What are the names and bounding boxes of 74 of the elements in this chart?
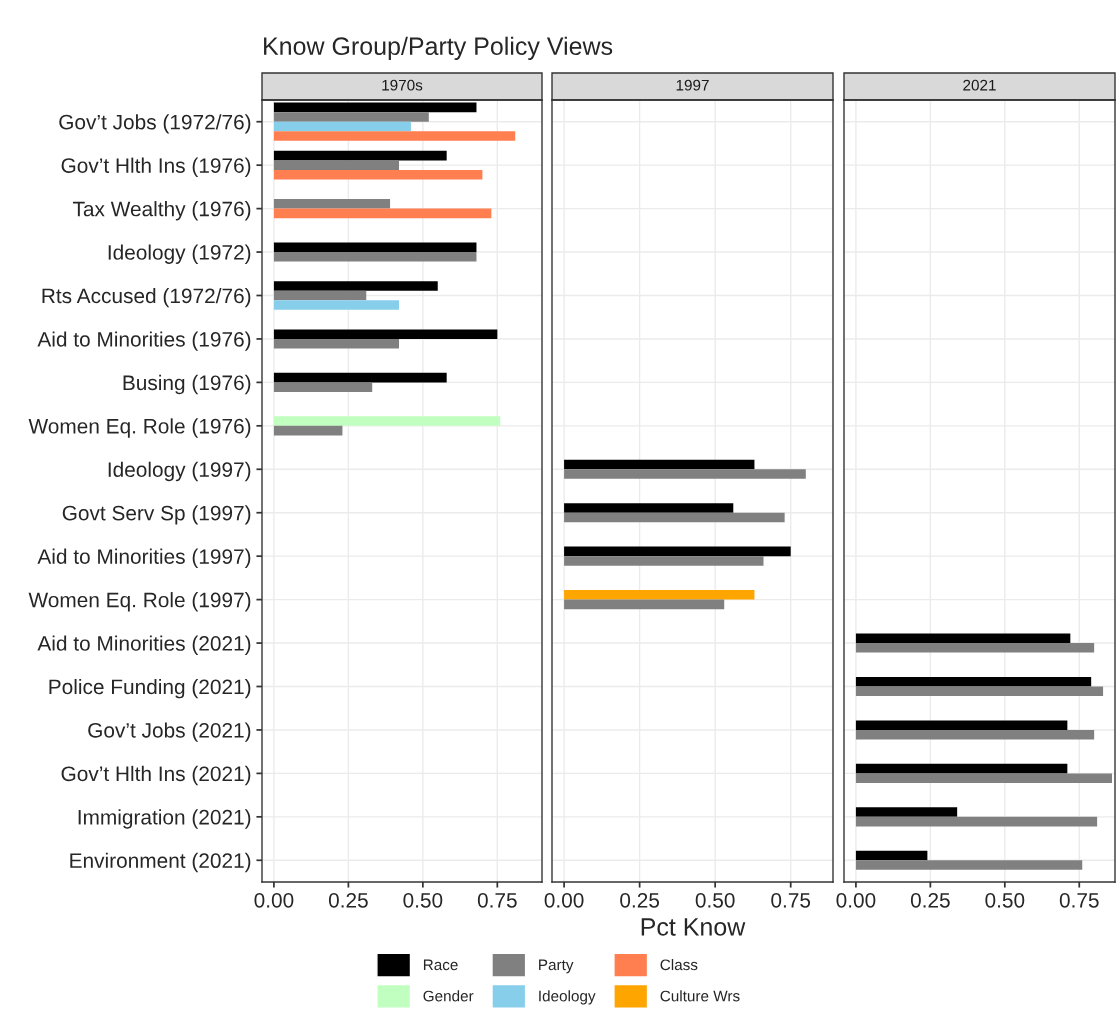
- bar: [564, 459, 755, 470]
- bar: [273, 338, 400, 349]
- x-tick-label: 0.25: [910, 892, 950, 908]
- chart-subtitle: 1970s: [382, 79, 423, 91]
- y-tick-label: Gov’t Hlth Ins (2021): [61, 765, 251, 786]
- y-tick-label: Tax Wealthy (1976): [72, 201, 251, 221]
- legend-label: Ideology: [539, 990, 596, 1005]
- y-tick-label: Police Funding (2021): [49, 678, 251, 699]
- bar: [273, 112, 429, 122]
- bar: [273, 382, 373, 392]
- chart-subtitle: 1997: [676, 79, 709, 91]
- x-tick-label: 0.00: [254, 892, 294, 908]
- y-tick-label: Immigration (2021): [78, 809, 251, 829]
- y-tick-label: Environment (2021): [70, 852, 251, 873]
- y-tick-label: Ideology (1972): [108, 244, 251, 264]
- bar: [855, 720, 1068, 730]
- legend-label: Culture Wrs: [660, 990, 740, 1002]
- x-tick-label: 0.00: [836, 892, 876, 908]
- bar: [855, 686, 1104, 697]
- y-tick-label: Aid to Minorities (2021): [37, 635, 251, 655]
- y-tick-label: Gov’t Jobs (2021): [88, 722, 251, 742]
- legend-label: Class: [660, 958, 698, 971]
- x-tick-label: 0.50: [985, 892, 1025, 908]
- bar: [855, 860, 1083, 870]
- bar: [273, 290, 367, 301]
- y-tick-label: Ideology (1997): [108, 461, 251, 482]
- y-tick-label: Women Eq. Role (1997): [28, 592, 251, 612]
- legend-label: Party: [539, 959, 574, 974]
- bar: [855, 676, 1092, 687]
- bar: [855, 850, 928, 861]
- x-tick-label: 0.25: [620, 892, 660, 908]
- bar: [273, 150, 447, 161]
- bar: [564, 556, 764, 566]
- y-tick-label: Govt Serv Sp (1997): [62, 505, 251, 525]
- bar: [564, 503, 734, 513]
- bar: [273, 160, 400, 170]
- bar: [564, 469, 806, 479]
- y-tick-label: Gov’t Jobs (1972/76): [59, 114, 251, 134]
- bar: [855, 763, 1068, 774]
- bar: [564, 599, 725, 610]
- bar: [273, 416, 501, 426]
- y-tick-label: Gov’t Hlth Ins (1976): [61, 157, 251, 178]
- x-axis-title: Pct Know: [641, 918, 746, 936]
- bar: [855, 643, 1095, 653]
- x-tick-label: 0.75: [477, 892, 517, 908]
- chart-subtitle: 2021: [963, 79, 996, 91]
- bar: [564, 590, 755, 600]
- bar: [564, 546, 791, 557]
- y-tick-label: Women Eq. Role (1976): [28, 418, 251, 438]
- y-tick-label: Aid to Minorities (1997): [37, 548, 251, 569]
- bar: [564, 512, 785, 523]
- x-tick-label: 0.50: [695, 892, 735, 908]
- x-tick-label: 0.25: [328, 892, 368, 908]
- legend-label: Race: [423, 959, 458, 971]
- y-tick-label: Aid to Minorities (1976): [37, 331, 251, 351]
- x-tick-label: 0.75: [771, 892, 811, 908]
- y-tick-label: Busing (1976): [123, 374, 251, 395]
- chart-title: Know Group/Party Policy Views: [264, 36, 613, 60]
- bar: [855, 807, 958, 817]
- bar: [273, 372, 447, 383]
- bar: [273, 329, 498, 339]
- y-tick-label: Rts Accused (1972/76): [42, 287, 251, 308]
- bar: [273, 300, 400, 310]
- bar: [855, 633, 1071, 644]
- bar: [855, 816, 1098, 827]
- bar: [273, 121, 411, 132]
- x-tick-label: 0.75: [1059, 892, 1099, 908]
- bar: [855, 729, 1095, 740]
- bar: [273, 425, 343, 436]
- legend-label: Gender: [423, 990, 474, 1002]
- bar: [273, 169, 483, 180]
- x-tick-label: 0.50: [403, 892, 443, 908]
- x-tick-label: 0.00: [544, 892, 584, 908]
- bar: [855, 773, 1113, 783]
